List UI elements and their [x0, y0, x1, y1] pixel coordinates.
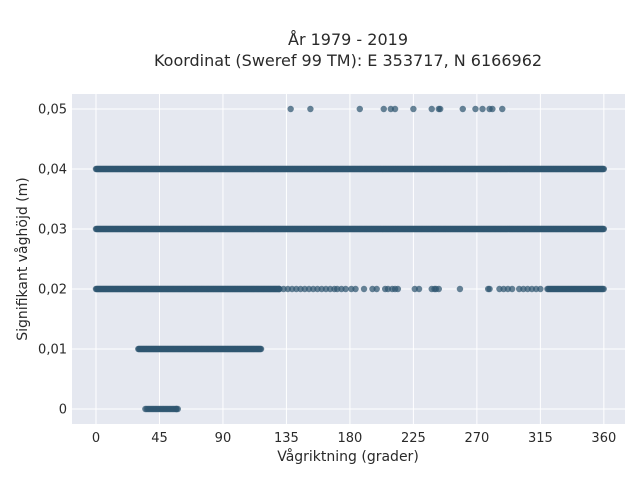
data-point	[508, 285, 516, 293]
data-point	[437, 105, 444, 113]
y-tick-label: 0,03	[38, 223, 67, 238]
data-point	[391, 105, 399, 113]
data-point	[356, 105, 363, 113]
data-point	[415, 285, 423, 293]
x-tick-label: 315	[528, 431, 553, 446]
data-point	[373, 285, 380, 293]
x-tick-label: 225	[401, 431, 426, 446]
data-point	[456, 285, 464, 293]
data-point	[600, 285, 607, 293]
y-tick-label: 0	[59, 403, 67, 418]
x-tick-label: 45	[151, 431, 168, 446]
data-point	[537, 285, 544, 293]
x-tick-label: 135	[274, 431, 299, 446]
x-tick-label: 270	[464, 431, 489, 446]
y-tick-label: 0,05	[38, 103, 67, 118]
data-point	[342, 285, 349, 293]
data-point	[499, 105, 506, 113]
x-tick-label: 0	[92, 431, 100, 446]
y-axis-label: Signifikant våghöjd (m)	[14, 177, 31, 340]
data-point	[307, 105, 314, 113]
data-point	[428, 105, 435, 113]
y-tick-label: 0,04	[38, 163, 67, 178]
data-point	[394, 285, 402, 293]
data-point	[360, 285, 368, 293]
data-point	[479, 105, 486, 113]
x-tick-label: 90	[215, 431, 232, 446]
plot-area	[72, 94, 625, 424]
data-point	[600, 165, 608, 173]
data-point	[410, 105, 417, 113]
data-point	[287, 105, 294, 113]
data-point	[600, 225, 608, 233]
x-tick-labels: 0 45 90 135 180 225 270 315 360	[92, 431, 616, 446]
x-tick-label: 360	[591, 431, 616, 446]
data-point	[173, 405, 180, 413]
chart-subtitle: Koordinat (Sweref 99 TM): E 353717, N 61…	[154, 51, 542, 70]
data-point	[486, 285, 493, 293]
y-tick-labels: 0 0,01 0,02 0,03 0,04 0,05	[38, 103, 67, 418]
data-point	[380, 105, 387, 113]
data-point	[352, 285, 359, 293]
y-tick-label: 0,02	[38, 283, 67, 298]
chart-title: År 1979 - 2019	[288, 30, 408, 49]
data-points	[92, 105, 608, 413]
data-point	[435, 285, 442, 293]
x-tick-label: 180	[337, 431, 362, 446]
data-point	[459, 105, 466, 113]
data-point	[489, 105, 496, 113]
data-point	[257, 345, 265, 353]
y-tick-label: 0,01	[38, 343, 67, 358]
x-axis-label: Vågriktning (grader)	[277, 448, 419, 465]
data-point	[472, 105, 479, 113]
